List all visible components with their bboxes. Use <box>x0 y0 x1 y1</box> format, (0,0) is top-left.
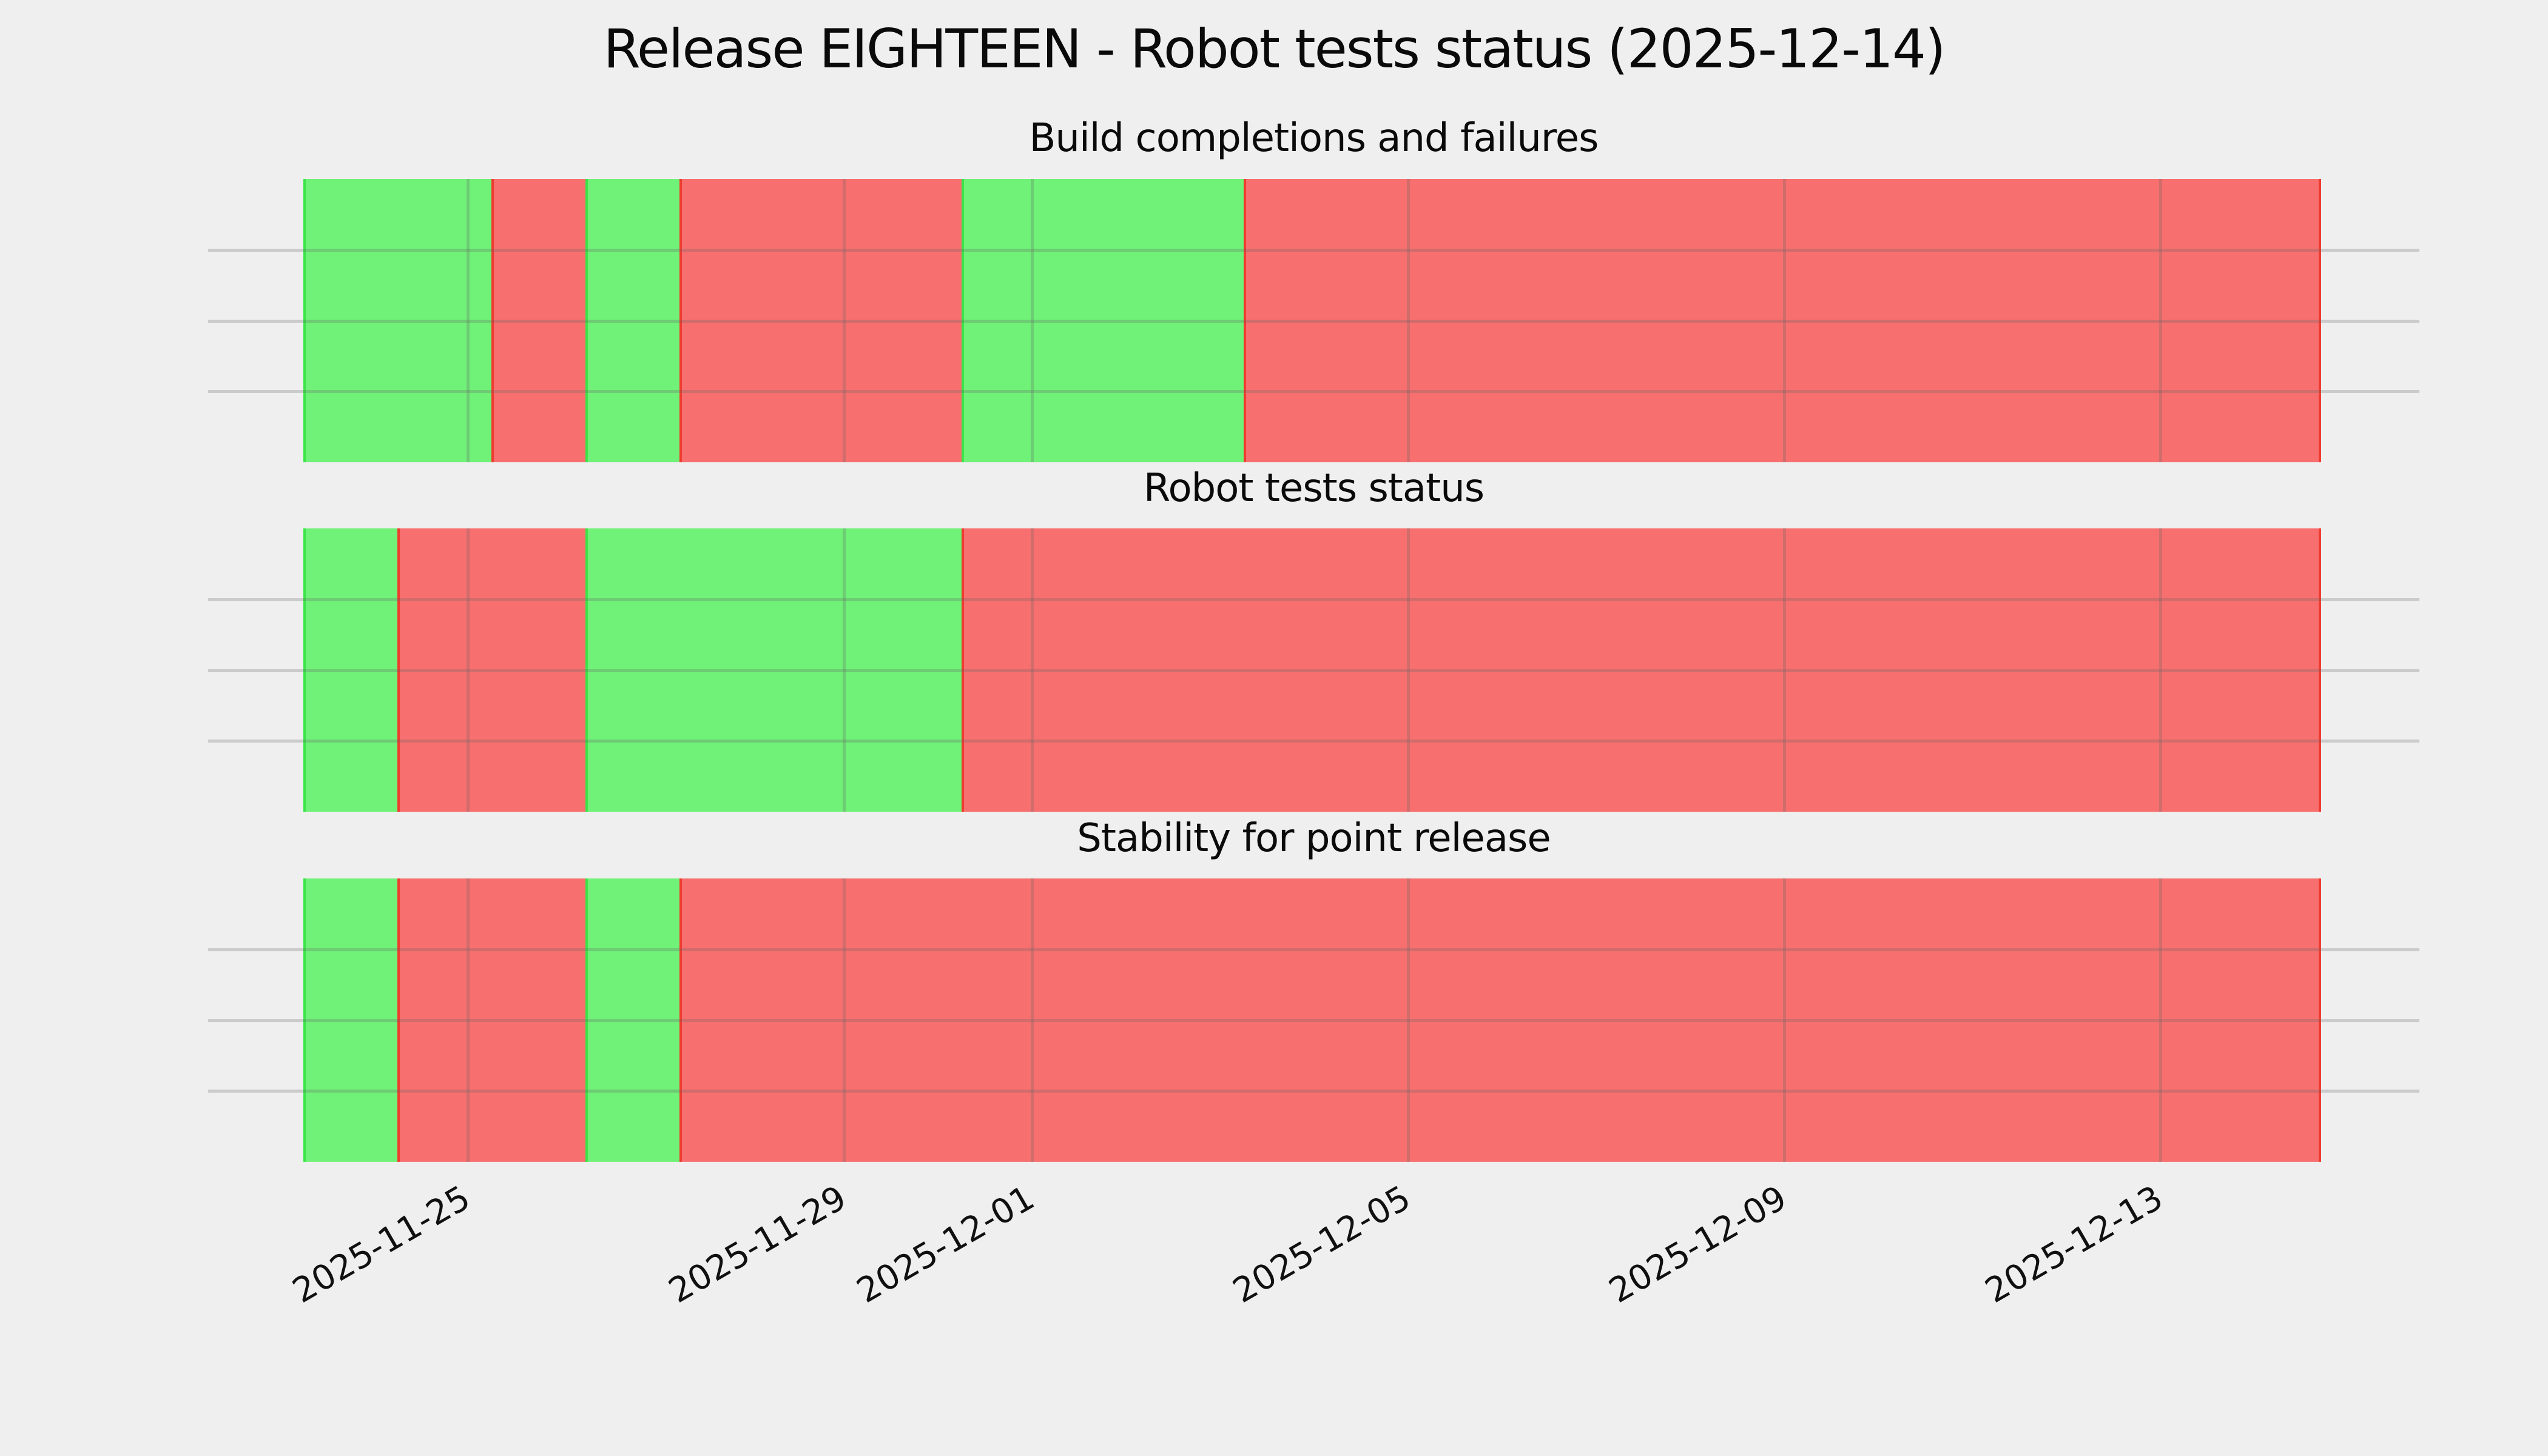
vertical-gridline <box>1783 179 1787 462</box>
status-segment-pass <box>585 179 679 462</box>
status-segment-fail <box>397 528 585 812</box>
horizontal-gridline <box>208 598 2419 601</box>
vertical-gridline <box>467 179 470 462</box>
x-tick-label: 2025-11-25 <box>286 1178 477 1312</box>
x-tick-label: 2025-12-09 <box>1602 1178 1793 1312</box>
vertical-gridline <box>1407 179 1410 462</box>
horizontal-gridline <box>208 1019 2419 1022</box>
status-segment-fail <box>397 878 585 1162</box>
status-segment-fail <box>679 878 2321 1162</box>
x-tick-label: 2025-11-29 <box>662 1178 853 1312</box>
status-segment-pass <box>303 179 491 462</box>
vertical-gridline <box>1031 179 1034 462</box>
vertical-gridline <box>843 878 846 1162</box>
panel-title: Robot tests status <box>1143 466 1485 511</box>
status-segment-fail <box>491 179 585 462</box>
status-segment-fail <box>961 528 2321 812</box>
status-bar <box>303 878 2321 1162</box>
plot-area <box>208 528 2419 812</box>
vertical-gridline <box>1407 528 1410 812</box>
status-segment-pass <box>585 878 679 1162</box>
vertical-gridline <box>843 528 846 812</box>
status-segment-pass <box>303 878 397 1162</box>
horizontal-gridline <box>208 248 2419 252</box>
vertical-gridline <box>1031 528 1034 812</box>
x-tick-label: 2025-12-05 <box>1226 1178 1417 1312</box>
status-bar <box>303 179 2321 462</box>
status-segment-fail <box>679 179 962 462</box>
horizontal-gridline <box>208 319 2419 323</box>
vertical-gridline <box>1407 878 1410 1162</box>
horizontal-gridline <box>208 1090 2419 1093</box>
status-segment-fail <box>1243 179 2321 462</box>
vertical-gridline <box>843 179 846 462</box>
vertical-gridline <box>1783 878 1787 1162</box>
vertical-gridline <box>467 878 470 1162</box>
horizontal-gridline <box>208 740 2419 743</box>
vertical-gridline <box>2159 179 2163 462</box>
status-segment-pass <box>961 179 1244 462</box>
vertical-gridline <box>1031 878 1034 1162</box>
panel-title: Stability for point release <box>1077 816 1551 861</box>
figure-title: Release EIGHTEEN - Robot tests status (2… <box>603 18 1946 80</box>
x-tick-label: 2025-12-01 <box>850 1178 1041 1312</box>
horizontal-gridline <box>208 948 2419 951</box>
status-bar <box>303 528 2321 812</box>
panel-title: Build completions and failures <box>1029 116 1599 161</box>
status-segment-pass <box>303 528 397 812</box>
horizontal-gridline <box>208 669 2419 672</box>
horizontal-gridline <box>208 390 2419 394</box>
vertical-gridline <box>2159 528 2163 812</box>
plot-area <box>208 878 2419 1162</box>
vertical-gridline <box>2159 878 2163 1162</box>
plot-area <box>208 179 2419 462</box>
status-segment-pass <box>585 528 962 812</box>
vertical-gridline <box>467 528 470 812</box>
vertical-gridline <box>1783 528 1787 812</box>
x-tick-label: 2025-12-13 <box>1978 1178 2169 1312</box>
